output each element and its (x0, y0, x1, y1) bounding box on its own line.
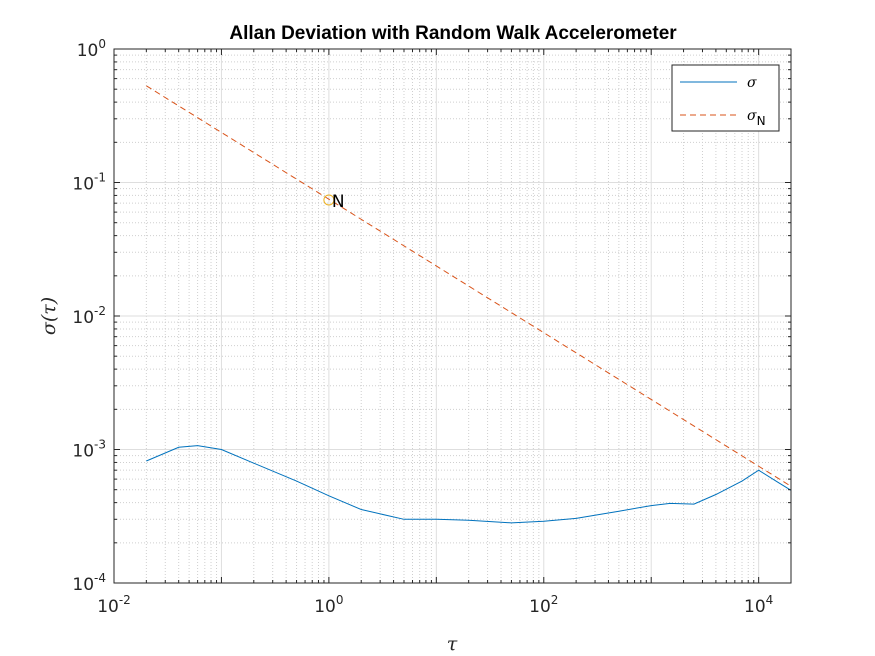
x-tick-label: 100 (314, 593, 343, 617)
y-tick-label: 10-2 (72, 304, 106, 328)
x-tick-label: 102 (529, 593, 558, 617)
legend-label-subscript: N (757, 114, 766, 128)
annotation-label: N (332, 192, 345, 212)
y-axis-label: σ(τ) (38, 297, 60, 335)
x-tick-label-exponent: 0 (336, 593, 344, 607)
y-tick-label-base: 10 (72, 175, 94, 195)
y-tick-label: 100 (77, 37, 106, 61)
y-tick-label-exponent: -2 (94, 304, 106, 318)
y-tick-label-base: 10 (72, 308, 94, 328)
y-tick-label-exponent: 0 (98, 37, 106, 51)
x-tick-label: 104 (744, 593, 773, 617)
y-tick-label-base: 10 (77, 41, 99, 61)
x-tick-label-base: 10 (529, 597, 551, 617)
annotation-layer: N (323, 192, 345, 212)
x-tick-label-base: 10 (744, 597, 766, 617)
legend-box (671, 64, 780, 132)
series-line-sigma (146, 445, 792, 524)
y-tick-label-exponent: -3 (94, 438, 106, 452)
x-tick-label: 10-2 (97, 593, 131, 617)
y-tick-label: 10-1 (72, 171, 106, 195)
series-line-sigma-n (146, 85, 792, 487)
y-tick-label-exponent: -4 (94, 571, 106, 585)
series-layer (146, 85, 792, 524)
annotation-marker (323, 194, 335, 206)
legend: σσN (671, 64, 780, 132)
x-tick-label-base: 10 (314, 597, 336, 617)
y-tick-label: 10-4 (72, 571, 106, 595)
legend-label-1: σ (747, 75, 757, 91)
x-tick-label-exponent: 4 (766, 593, 774, 607)
x-tick-label-exponent: -2 (119, 593, 131, 607)
x-tick-label-base: 10 (97, 597, 119, 617)
x-tick-label-exponent: 2 (551, 593, 559, 607)
x-axis-label: τ (447, 633, 458, 655)
chart-title: Allan Deviation with Random Walk Acceler… (229, 23, 677, 44)
y-tick-label-base: 10 (72, 442, 94, 462)
y-tick-label: 10-3 (72, 438, 106, 462)
y-tick-label-exponent: -1 (94, 171, 106, 185)
y-tick-label-base: 10 (72, 575, 94, 595)
